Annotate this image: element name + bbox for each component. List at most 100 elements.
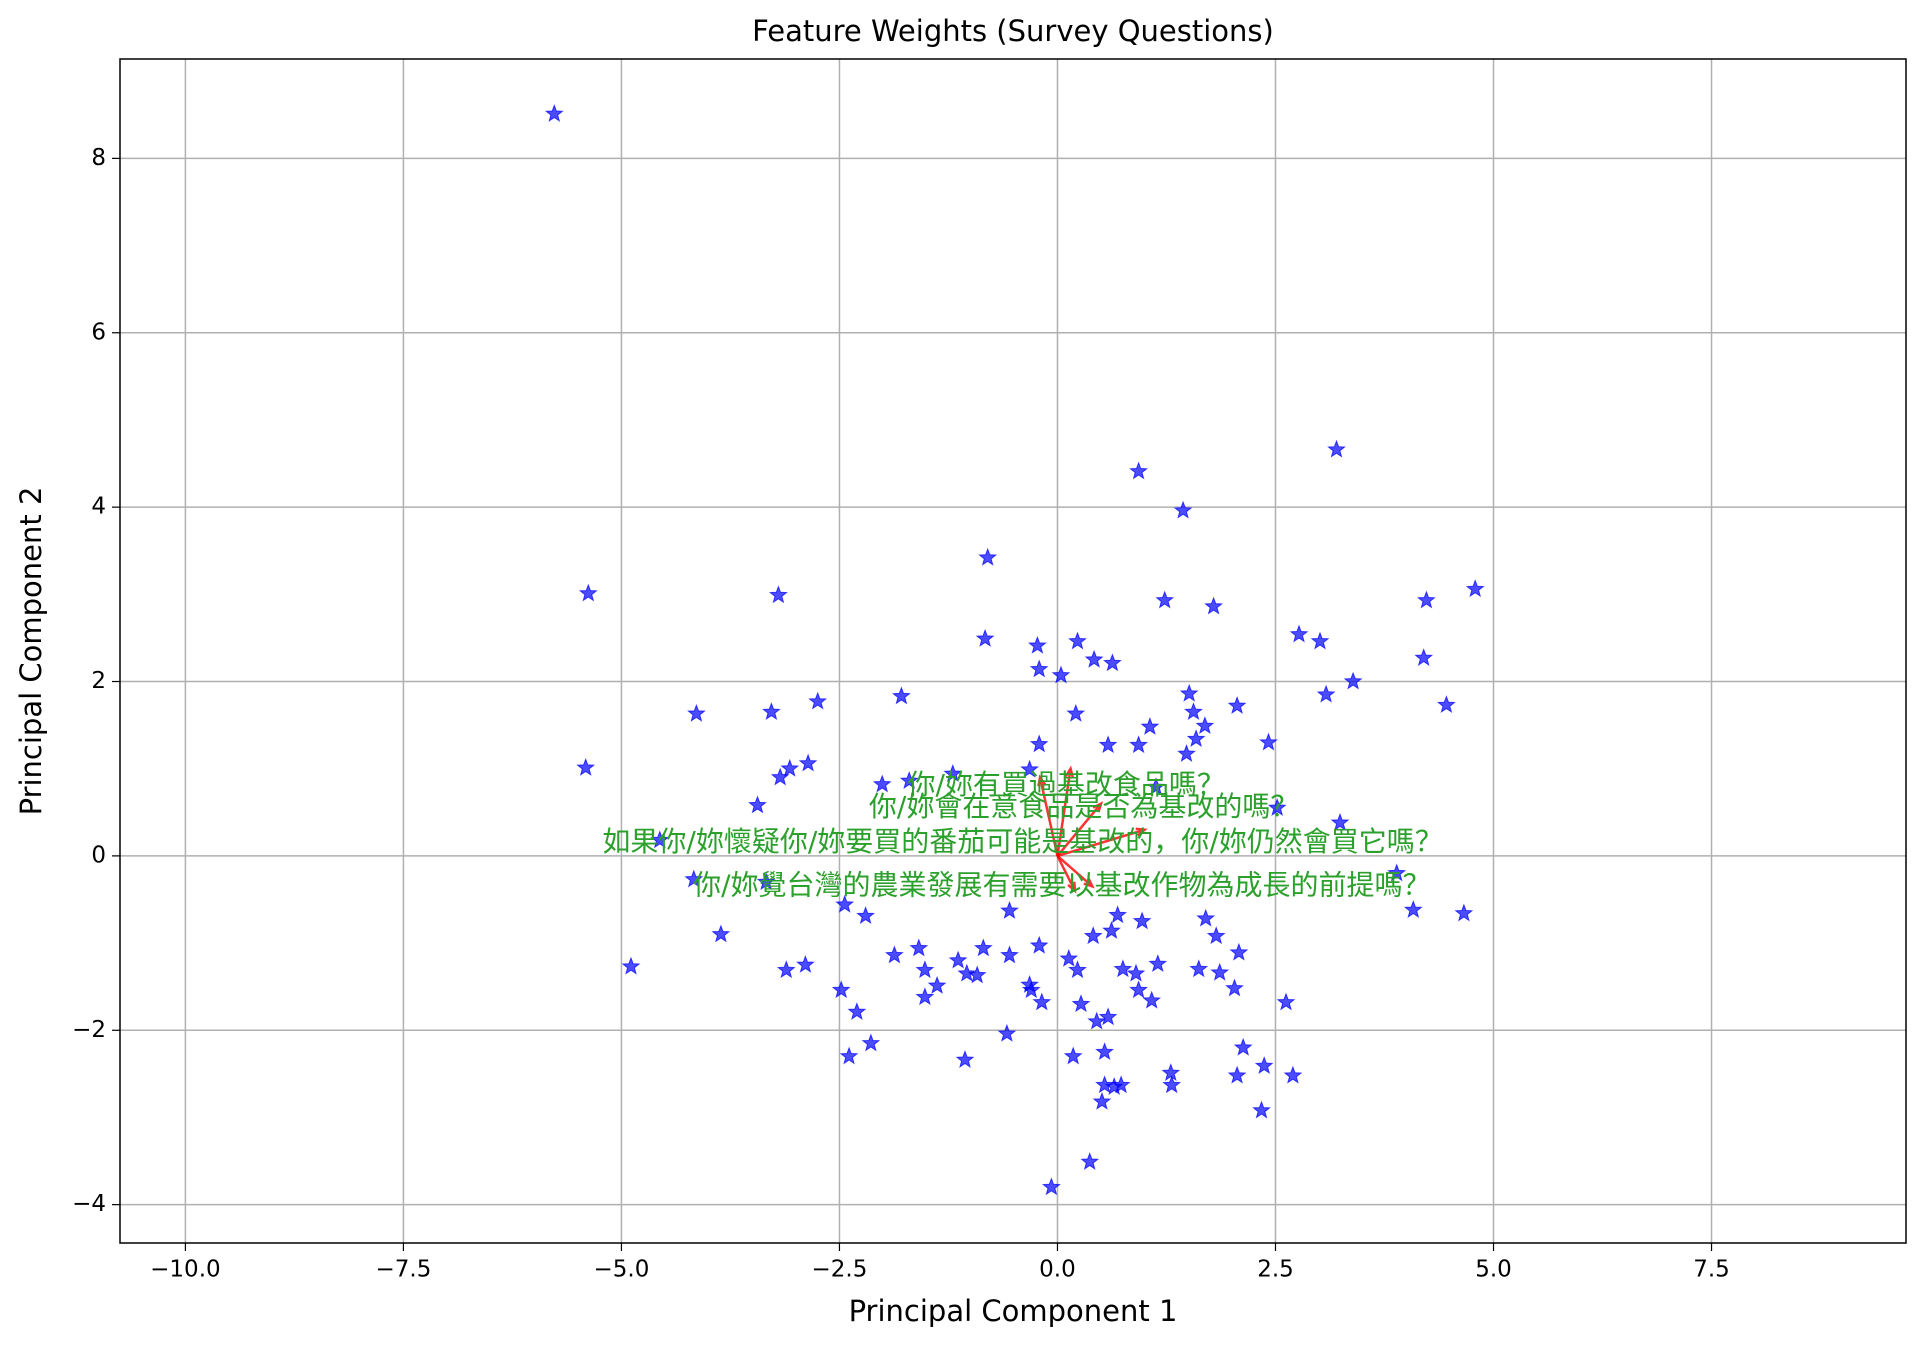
point: [1252, 1100, 1271, 1119]
point: [748, 795, 767, 814]
point: [1179, 683, 1199, 702]
point: [1173, 500, 1193, 519]
point: [1113, 959, 1133, 978]
point: [1184, 702, 1203, 721]
point: [915, 987, 935, 1006]
arrows: [1037, 765, 1148, 894]
point: [711, 924, 731, 943]
point: [544, 103, 564, 122]
point: [1029, 734, 1049, 753]
point: [1227, 695, 1247, 714]
point: [1196, 908, 1216, 927]
point: [1330, 812, 1350, 831]
point: [1129, 980, 1149, 999]
y-tick-label: 0: [91, 842, 106, 868]
x-tick-label: 7.5: [1693, 1257, 1730, 1283]
chart-title: Feature Weights (Survey Questions): [752, 14, 1274, 48]
point: [1108, 905, 1128, 924]
point: [1189, 959, 1209, 978]
point: [1416, 590, 1436, 609]
y-axis-label: Principal Component 2: [14, 487, 48, 816]
point: [1041, 1177, 1061, 1196]
point: [1204, 596, 1224, 615]
point: [1029, 935, 1049, 954]
point: [1102, 920, 1121, 939]
point: [1111, 1075, 1131, 1094]
point: [1083, 926, 1103, 945]
point: [1162, 1075, 1182, 1094]
point: [1465, 579, 1485, 598]
point: [997, 1023, 1017, 1042]
point: [1259, 732, 1278, 751]
point: [831, 980, 851, 999]
plot-frame: [119, 58, 1907, 1244]
point: [1177, 743, 1196, 762]
point: [973, 938, 993, 957]
point: [1080, 1151, 1100, 1170]
point: [1227, 1065, 1247, 1084]
point: [957, 963, 977, 982]
point: [1126, 963, 1146, 982]
y-tick-label: −2: [72, 1017, 106, 1043]
point: [1063, 1046, 1083, 1065]
point: [1229, 942, 1249, 961]
point: [1092, 1091, 1112, 1110]
feature-label: 你/妳有買過基改食品嗎？: [907, 768, 1224, 801]
grid: [120, 59, 1906, 1243]
point: [1095, 1075, 1115, 1094]
point: [1095, 1042, 1115, 1061]
point: [1155, 590, 1175, 609]
point: [756, 872, 776, 891]
feature-label: 你/妳覺台灣的農業發展有需要以基改作物為成長的前提嗎？: [693, 868, 1430, 901]
point: [684, 869, 704, 888]
y-tick-label: 8: [91, 145, 106, 171]
feature-label: 如果你/妳懷疑你/妳要買的番茄可能是基改的，你/妳仍然會買它嗎？: [602, 825, 1442, 858]
point: [776, 960, 796, 979]
point: [1327, 439, 1346, 458]
point: [891, 686, 911, 705]
point: [1059, 948, 1079, 967]
point: [798, 753, 818, 772]
x-tick-label: 2.5: [1257, 1257, 1294, 1283]
point: [978, 547, 998, 566]
point: [1071, 994, 1091, 1013]
y-tick-label: 2: [91, 668, 106, 694]
point: [909, 938, 929, 957]
point: [1186, 729, 1206, 748]
point: [1000, 900, 1019, 919]
point: [1021, 980, 1041, 999]
point: [1032, 992, 1052, 1011]
point: [576, 757, 596, 776]
point: [1066, 703, 1086, 722]
point: [1206, 926, 1226, 945]
point: [1068, 631, 1087, 650]
x-axis-label: Principal Component 1: [849, 1294, 1178, 1328]
point: [899, 770, 919, 789]
point: [1289, 624, 1309, 643]
point: [1140, 716, 1160, 735]
point: [808, 691, 828, 710]
y-tick-label: −4: [72, 1191, 106, 1217]
point: [948, 950, 968, 969]
x-tick-label: −10.0: [150, 1257, 220, 1283]
point: [1146, 777, 1166, 796]
point: [915, 960, 935, 979]
point: [796, 954, 815, 973]
point: [1098, 735, 1118, 754]
point: [621, 956, 641, 975]
point: [1310, 631, 1330, 650]
point: [1129, 461, 1149, 480]
point: [578, 583, 598, 602]
point: [1161, 1063, 1181, 1082]
point: [1148, 954, 1168, 973]
point: [839, 1046, 859, 1065]
point: [1403, 899, 1423, 918]
point: [943, 763, 963, 782]
point: [1020, 759, 1040, 778]
loading-arrow: [1056, 854, 1095, 889]
point: [1387, 863, 1407, 882]
point: [1051, 665, 1071, 684]
point: [1316, 684, 1336, 703]
point: [1195, 716, 1215, 735]
